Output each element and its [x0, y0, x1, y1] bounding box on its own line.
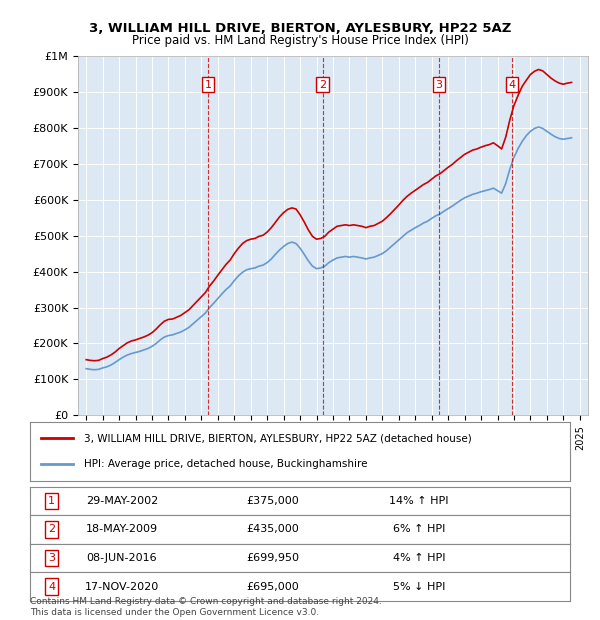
Text: Price paid vs. HM Land Registry's House Price Index (HPI): Price paid vs. HM Land Registry's House … [131, 34, 469, 47]
Text: 14% ↑ HPI: 14% ↑ HPI [389, 496, 449, 506]
Text: 18-MAY-2009: 18-MAY-2009 [86, 525, 158, 534]
Text: 3, WILLIAM HILL DRIVE, BIERTON, AYLESBURY, HP22 5AZ (detached house): 3, WILLIAM HILL DRIVE, BIERTON, AYLESBUR… [84, 433, 472, 443]
Text: 08-JUN-2016: 08-JUN-2016 [86, 553, 157, 563]
Text: 1: 1 [48, 496, 55, 506]
Text: 29-MAY-2002: 29-MAY-2002 [86, 496, 158, 506]
Text: £375,000: £375,000 [247, 496, 299, 506]
Text: 2: 2 [48, 525, 55, 534]
Text: 2: 2 [319, 79, 326, 89]
Text: 4% ↑ HPI: 4% ↑ HPI [392, 553, 445, 563]
Text: £435,000: £435,000 [247, 525, 299, 534]
Text: 3: 3 [436, 79, 442, 89]
Text: Contains HM Land Registry data © Crown copyright and database right 2024.
This d: Contains HM Land Registry data © Crown c… [30, 598, 382, 617]
Text: 3, WILLIAM HILL DRIVE, BIERTON, AYLESBURY, HP22 5AZ: 3, WILLIAM HILL DRIVE, BIERTON, AYLESBUR… [89, 22, 511, 35]
Text: £695,000: £695,000 [247, 582, 299, 591]
Text: 5% ↓ HPI: 5% ↓ HPI [392, 582, 445, 591]
Text: HPI: Average price, detached house, Buckinghamshire: HPI: Average price, detached house, Buck… [84, 459, 367, 469]
Text: 17-NOV-2020: 17-NOV-2020 [85, 582, 159, 591]
Text: 6% ↑ HPI: 6% ↑ HPI [392, 525, 445, 534]
Text: 4: 4 [508, 79, 515, 89]
Text: 3: 3 [48, 553, 55, 563]
Text: 4: 4 [48, 582, 55, 591]
Text: £699,950: £699,950 [247, 553, 299, 563]
Text: 1: 1 [205, 79, 212, 89]
